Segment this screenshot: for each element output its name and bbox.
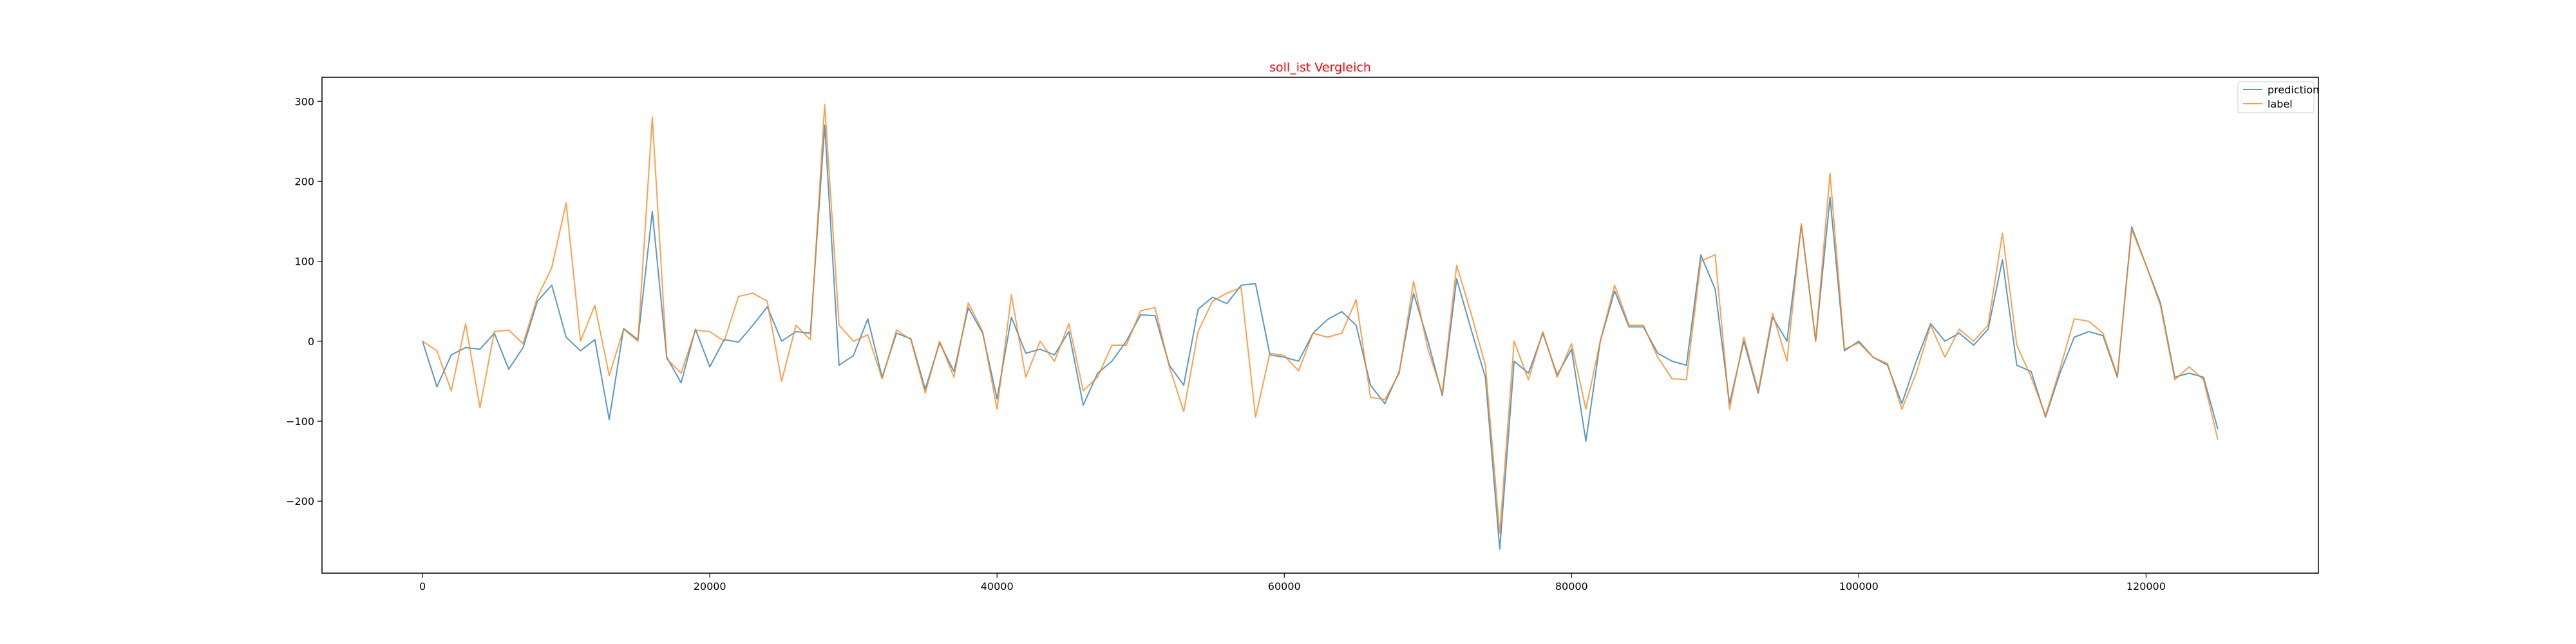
x-tick-label: 20000 — [694, 580, 726, 592]
y-tick-label: 200 — [294, 175, 314, 187]
x-tick-label: 60000 — [1268, 580, 1301, 592]
axes-frame — [321, 77, 2319, 574]
y-tick-label: 0 — [308, 336, 314, 348]
y-tick-label: −100 — [286, 415, 314, 428]
plot-area — [321, 77, 2319, 574]
legend-label-label: label — [2268, 98, 2293, 110]
series-layer — [422, 104, 2219, 550]
legend: prediction label — [2237, 81, 2319, 113]
x-tick-label: 120000 — [2126, 580, 2166, 592]
series-line-label — [422, 104, 2219, 534]
y-tick-label: 100 — [294, 256, 314, 268]
y-tick-label: −200 — [286, 495, 314, 507]
legend-label-prediction: prediction — [2268, 84, 2319, 96]
y-axis: −200 −100 0 100 200 300 — [286, 95, 322, 507]
y-tick-label: 300 — [294, 95, 314, 108]
chart-title: soll_ist Vergleich — [1269, 61, 1371, 75]
series-line-prediction — [422, 124, 2219, 550]
x-axis: 0 20000 40000 60000 80000 100000 120000 — [419, 573, 2166, 592]
x-tick-label: 100000 — [1839, 580, 1879, 592]
x-tick-label: 80000 — [1555, 580, 1588, 592]
x-tick-label: 40000 — [981, 580, 1014, 592]
x-tick-label: 0 — [419, 580, 426, 592]
